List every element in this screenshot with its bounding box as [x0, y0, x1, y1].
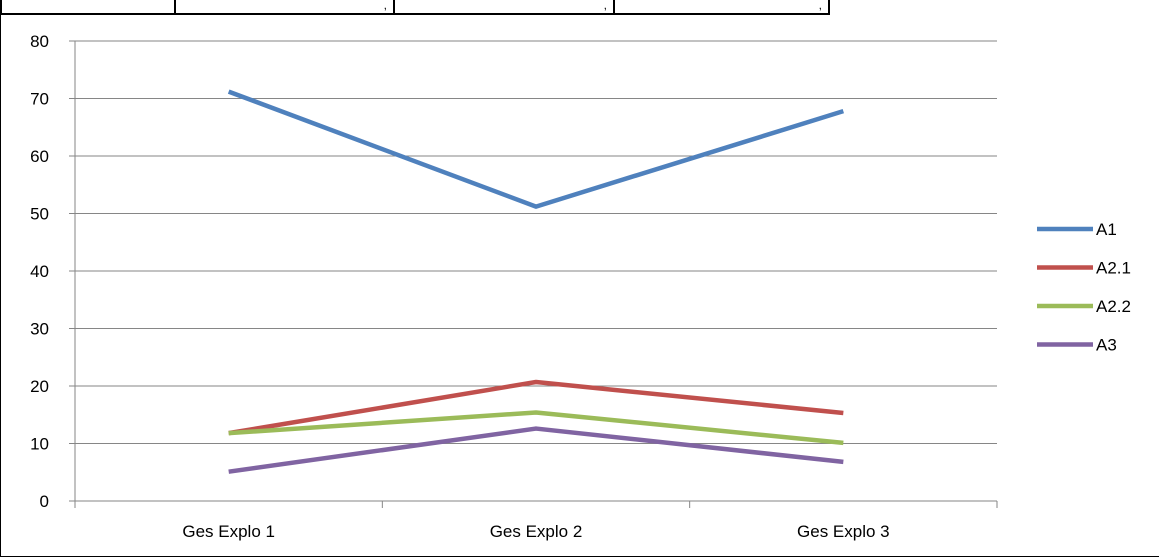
legend-label: A1	[1096, 220, 1117, 239]
x-tick-label: Ges Explo 3	[797, 522, 890, 541]
y-tick-label: 20	[30, 377, 49, 396]
series-lines	[227, 89, 845, 474]
x-tick-label: Ges Explo 1	[182, 522, 275, 541]
table-cell-4: ,	[613, 0, 830, 15]
y-tick-label: 60	[30, 147, 49, 166]
axes: 0 10 20 30 40 50 60 70 80 Ges Explo 1 Ges Explo 2 G…	[30, 32, 998, 541]
table-strip: , , ,	[0, 0, 832, 15]
y-tick-label: 0	[40, 492, 49, 511]
legend-label: A3	[1096, 336, 1117, 355]
grid-lines	[75, 40, 997, 444]
y-tick-label: 10	[30, 435, 49, 454]
y-tick-label: 80	[30, 32, 49, 51]
legend-label: A2.1	[1096, 259, 1131, 278]
series-line-a1	[227, 89, 845, 209]
legend-label: A2.2	[1096, 297, 1131, 316]
legend: A1 A2.1 A2.2 A3	[1037, 220, 1131, 355]
y-tick-label: 30	[30, 320, 49, 339]
y-tick-label: 50	[30, 205, 49, 224]
y-tick-label: 70	[30, 90, 49, 109]
series-line-a2-1	[228, 379, 844, 436]
y-tick-label: 40	[30, 262, 49, 281]
series-line-a2-2	[228, 410, 844, 446]
x-tick-label: Ges Explo 2	[490, 522, 583, 541]
series-line-a3	[228, 426, 844, 474]
